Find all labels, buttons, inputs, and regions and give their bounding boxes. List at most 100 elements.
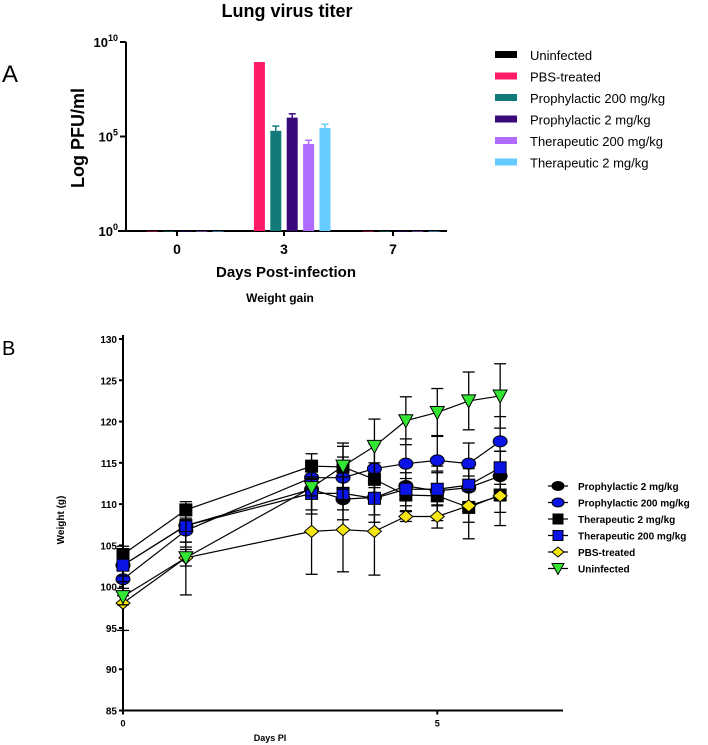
marker-circle bbox=[461, 457, 477, 470]
marker-triangle-down bbox=[366, 439, 383, 455]
legend-label: Uninfected bbox=[530, 48, 592, 63]
legend-swatch bbox=[495, 94, 517, 101]
y-tick-label: 90 bbox=[106, 665, 118, 676]
legend-label: Therapeutic 2 mg/kg bbox=[578, 515, 675, 526]
marker-diamond bbox=[398, 509, 414, 524]
bar-0-0 bbox=[130, 231, 142, 232]
y-tick-label: 105 bbox=[100, 541, 117, 552]
legend-label: Prophylactic 2 mg/kg bbox=[578, 482, 679, 493]
marker-triangle-down bbox=[429, 405, 446, 421]
legend-label: PBS-treated bbox=[530, 70, 601, 85]
legend-swatch bbox=[495, 115, 517, 123]
x-tick-label: 0 bbox=[173, 241, 181, 257]
marker-triangle-down bbox=[303, 481, 320, 496]
x-tick-label: 5 bbox=[435, 719, 440, 729]
bar-0-1 bbox=[237, 231, 249, 232]
legend-label: Prophylactic 2 mg/kg bbox=[530, 113, 651, 128]
bar-3-1 bbox=[286, 117, 298, 231]
series-pbs-treated bbox=[115, 478, 508, 632]
marker-circle bbox=[429, 454, 445, 467]
chart-b-xlabel: Days PI bbox=[254, 733, 287, 743]
bar-1-0 bbox=[146, 231, 158, 232]
marker-triangle-down bbox=[551, 563, 565, 576]
marker-square bbox=[116, 558, 130, 572]
y-tick-label: 105 bbox=[99, 128, 118, 145]
y-tick-label: 1010 bbox=[94, 33, 118, 50]
bar-3-0 bbox=[179, 231, 191, 232]
bar-0-2 bbox=[346, 231, 358, 232]
series-uninfected bbox=[115, 363, 508, 606]
chart-a: 100 105 1010 0 3 7 Uninfected PBS-treated Prophy… bbox=[94, 33, 666, 257]
panel-label-b: B bbox=[2, 338, 15, 360]
series-therapeutic-200-mg-kg bbox=[116, 450, 507, 583]
bar-2-1 bbox=[270, 130, 282, 231]
x-tick-label: 3 bbox=[280, 241, 288, 257]
marker-circle bbox=[398, 457, 414, 470]
marker-square bbox=[305, 459, 319, 473]
marker-circle bbox=[551, 497, 565, 508]
chart-b-ylabel: Weight (g) bbox=[56, 496, 67, 545]
marker-square bbox=[552, 513, 564, 525]
marker-square bbox=[493, 461, 507, 475]
chart-a-title: Lung virus titer bbox=[221, 1, 352, 21]
marker-diamond bbox=[551, 546, 565, 558]
chart-a-xlabel: Days Post-infection bbox=[216, 264, 356, 281]
marker-square bbox=[430, 482, 444, 496]
chart-b-title: Weight gain bbox=[246, 291, 314, 305]
y-tick-label: 125 bbox=[100, 376, 117, 387]
panel-label-a: A bbox=[2, 61, 18, 88]
y-tick-label: 115 bbox=[101, 459, 118, 470]
bar-4-1 bbox=[303, 144, 315, 231]
legend-swatch bbox=[495, 72, 517, 80]
marker-square bbox=[399, 482, 413, 496]
x-tick-label: 0 bbox=[120, 719, 125, 729]
marker-triangle-down bbox=[115, 590, 131, 605]
marker-diamond bbox=[492, 489, 508, 503]
legend-label: Prophylactic 200 mg/kg bbox=[530, 91, 665, 106]
y-tick-label: 100 bbox=[99, 222, 118, 239]
marker-triangle-down bbox=[460, 394, 477, 409]
bar-3-2 bbox=[395, 231, 407, 232]
marker-triangle-down bbox=[178, 551, 194, 566]
bar-2-0 bbox=[163, 231, 175, 232]
y-tick-label: 130 bbox=[100, 335, 117, 346]
bar-1-2 bbox=[362, 231, 374, 232]
marker-triangle-down bbox=[398, 414, 414, 429]
marker-diamond bbox=[335, 523, 351, 537]
bar-1-1 bbox=[253, 62, 265, 231]
y-tick-label: 120 bbox=[100, 418, 117, 429]
legend-label: Therapeutic 200 mg/kg bbox=[578, 532, 686, 543]
y-tick-label: 85 bbox=[106, 707, 118, 718]
bar-4-0 bbox=[196, 231, 208, 232]
bar-4-2 bbox=[412, 231, 424, 232]
bar-5-1 bbox=[319, 128, 331, 231]
marker-circle bbox=[492, 435, 508, 448]
marker-diamond bbox=[303, 524, 320, 539]
marker-square bbox=[552, 530, 564, 541]
chart-b: 85 90 95 100 105 110 115 120 125 130 0 5 Prophylacti… bbox=[100, 335, 690, 729]
marker-circle bbox=[551, 481, 565, 491]
legend-swatch bbox=[495, 137, 517, 144]
bar-2-2 bbox=[379, 231, 391, 232]
legend-label: Therapeutic 200 mg/kg bbox=[530, 134, 663, 149]
chart-a-ylabel: Log PFU/ml bbox=[68, 88, 88, 188]
marker-diamond bbox=[460, 499, 477, 513]
marker-triangle-down bbox=[335, 459, 351, 475]
y-tick-label: 95 bbox=[106, 624, 118, 635]
y-tick-label: 100 bbox=[100, 583, 117, 594]
legend-swatch bbox=[495, 51, 517, 58]
legend-label: Prophylactic 200 mg/kg bbox=[578, 499, 690, 510]
marker-triangle-down bbox=[492, 389, 508, 405]
bar-5-2 bbox=[428, 231, 440, 232]
marker-diamond bbox=[429, 509, 446, 524]
legend-label: Therapeutic 2 mg/kg bbox=[530, 156, 649, 171]
marker-diamond bbox=[366, 524, 383, 539]
x-tick-label: 7 bbox=[389, 241, 397, 257]
legend-label: PBS-treated bbox=[578, 548, 635, 559]
legend-swatch bbox=[495, 158, 517, 166]
legend-label: Uninfected bbox=[578, 565, 630, 576]
y-tick-label: 110 bbox=[101, 500, 118, 511]
bar-5-0 bbox=[212, 231, 224, 232]
